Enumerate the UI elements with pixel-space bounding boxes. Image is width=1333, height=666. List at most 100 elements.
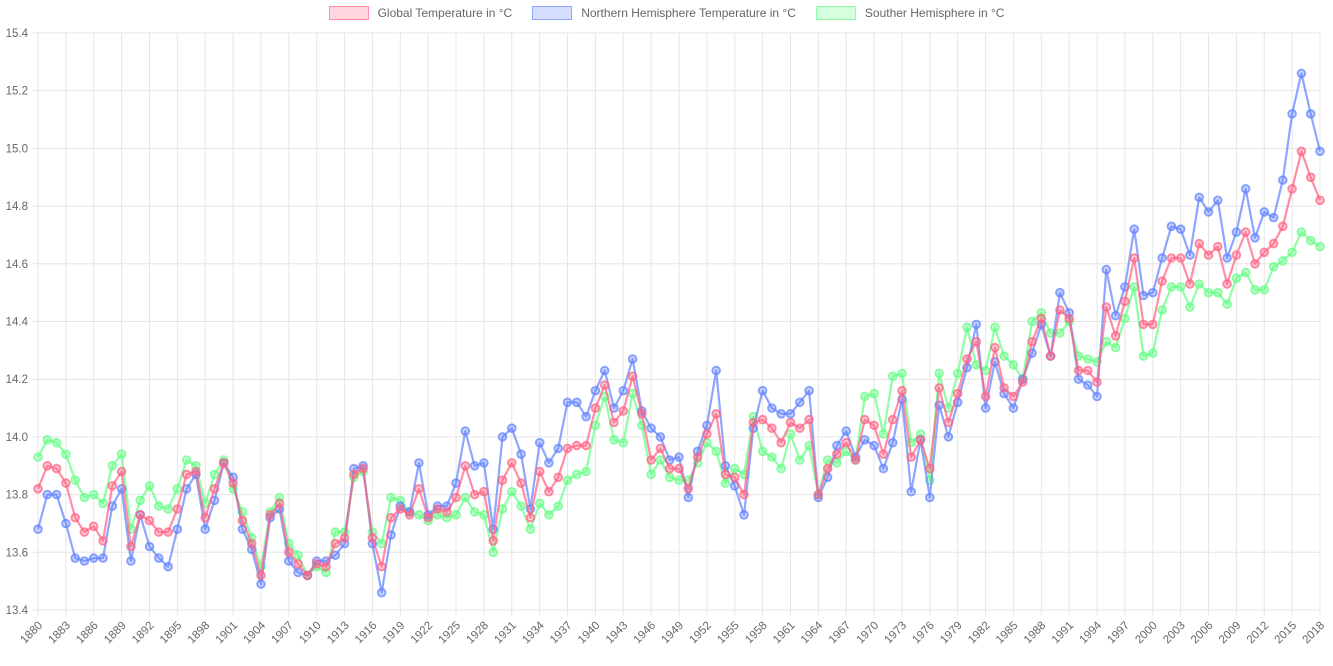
data-point[interactable] (841, 437, 852, 448)
data-point[interactable] (1027, 316, 1037, 327)
data-point[interactable] (1305, 172, 1316, 183)
data-point[interactable] (116, 449, 127, 460)
data-point[interactable] (1315, 241, 1325, 252)
data-point[interactable] (776, 437, 787, 448)
data-point[interactable] (172, 484, 183, 494)
data-point[interactable] (544, 486, 554, 497)
data-point[interactable] (562, 397, 573, 408)
data-point[interactable] (627, 371, 638, 382)
data-point[interactable] (1175, 253, 1186, 263)
data-point[interactable] (674, 452, 684, 462)
data-point[interactable] (256, 579, 266, 589)
data-point[interactable] (358, 463, 368, 474)
data-point[interactable] (1166, 253, 1177, 263)
data-point[interactable] (1231, 227, 1242, 237)
data-point[interactable] (925, 492, 935, 503)
data-point[interactable] (395, 504, 406, 514)
legend-item-northern-hemisphere[interactable]: Northern Hemisphere Temperature in °C (532, 6, 796, 20)
data-point[interactable] (460, 426, 471, 436)
data-point[interactable] (1287, 184, 1297, 194)
data-point[interactable] (729, 472, 740, 483)
data-point[interactable] (795, 455, 805, 465)
data-point[interactable] (126, 556, 136, 566)
data-point[interactable] (88, 521, 99, 532)
data-point[interactable] (1240, 184, 1251, 194)
data-point[interactable] (116, 466, 127, 477)
data-point[interactable] (841, 426, 852, 436)
data-point[interactable] (1222, 253, 1232, 263)
data-point[interactable] (1101, 302, 1112, 312)
data-point[interactable] (599, 365, 610, 376)
data-point[interactable] (534, 437, 545, 448)
data-point[interactable] (42, 461, 53, 471)
data-point[interactable] (581, 440, 591, 451)
data-point[interactable] (990, 322, 1000, 333)
data-point[interactable] (804, 414, 814, 425)
data-point[interactable] (33, 524, 43, 535)
data-point[interactable] (832, 449, 842, 460)
data-point[interactable] (1110, 342, 1121, 353)
data-point[interactable] (878, 429, 889, 439)
data-point[interactable] (562, 443, 573, 454)
data-point[interactable] (1175, 282, 1186, 292)
data-point[interactable] (79, 527, 90, 537)
data-point[interactable] (720, 478, 731, 488)
data-point[interactable] (154, 501, 164, 511)
data-point[interactable] (627, 354, 638, 364)
data-point[interactable] (980, 403, 991, 413)
data-point[interactable] (451, 492, 461, 503)
data-point[interactable] (1203, 250, 1214, 260)
data-point[interactable] (311, 559, 322, 569)
data-point[interactable] (943, 417, 954, 428)
data-point[interactable] (1240, 227, 1251, 237)
data-point[interactable] (1278, 221, 1288, 232)
data-point[interactable] (655, 432, 666, 442)
data-point[interactable] (906, 486, 917, 497)
data-point[interactable] (1315, 195, 1325, 206)
legend-item-global[interactable]: Global Temperature in °C (328, 6, 512, 20)
data-point[interactable] (757, 414, 768, 425)
data-point[interactable] (767, 403, 777, 413)
data-point[interactable] (934, 368, 944, 379)
data-point[interactable] (971, 319, 982, 330)
data-point[interactable] (70, 475, 80, 486)
data-point[interactable] (1092, 391, 1102, 402)
data-point[interactable] (1213, 287, 1223, 298)
data-point[interactable] (172, 504, 183, 514)
data-point[interactable] (785, 409, 796, 419)
data-point[interactable] (795, 423, 805, 434)
data-point[interactable] (181, 455, 192, 465)
data-point[interactable] (70, 512, 80, 523)
data-point[interactable] (451, 510, 461, 520)
data-point[interactable] (172, 524, 183, 535)
data-point[interactable] (878, 449, 889, 460)
data-point[interactable] (544, 510, 554, 520)
data-point[interactable] (525, 512, 536, 523)
data-point[interactable] (999, 351, 1009, 361)
data-point[interactable] (1222, 279, 1232, 289)
data-point[interactable] (1027, 336, 1037, 347)
data-point[interactable] (246, 538, 257, 549)
data-point[interactable] (1008, 360, 1019, 370)
data-point[interactable] (999, 383, 1009, 393)
data-point[interactable] (590, 385, 601, 396)
data-point[interactable] (302, 570, 313, 581)
data-point[interactable] (469, 461, 480, 471)
data-point[interactable] (739, 489, 749, 500)
data-point[interactable] (1278, 175, 1288, 185)
data-point[interactable] (795, 397, 805, 408)
data-point[interactable] (544, 458, 554, 468)
data-point[interactable] (804, 385, 814, 396)
data-point[interactable] (590, 403, 601, 413)
data-point[interactable] (1138, 351, 1149, 361)
data-point[interactable] (1073, 365, 1084, 376)
data-point[interactable] (88, 553, 99, 563)
data-point[interactable] (516, 478, 526, 488)
data-point[interactable] (98, 498, 108, 509)
data-point[interactable] (822, 463, 833, 474)
data-point[interactable] (107, 461, 118, 471)
data-point[interactable] (497, 475, 508, 486)
data-point[interactable] (1268, 238, 1279, 249)
data-point[interactable] (711, 446, 722, 457)
data-point[interactable] (702, 429, 712, 439)
